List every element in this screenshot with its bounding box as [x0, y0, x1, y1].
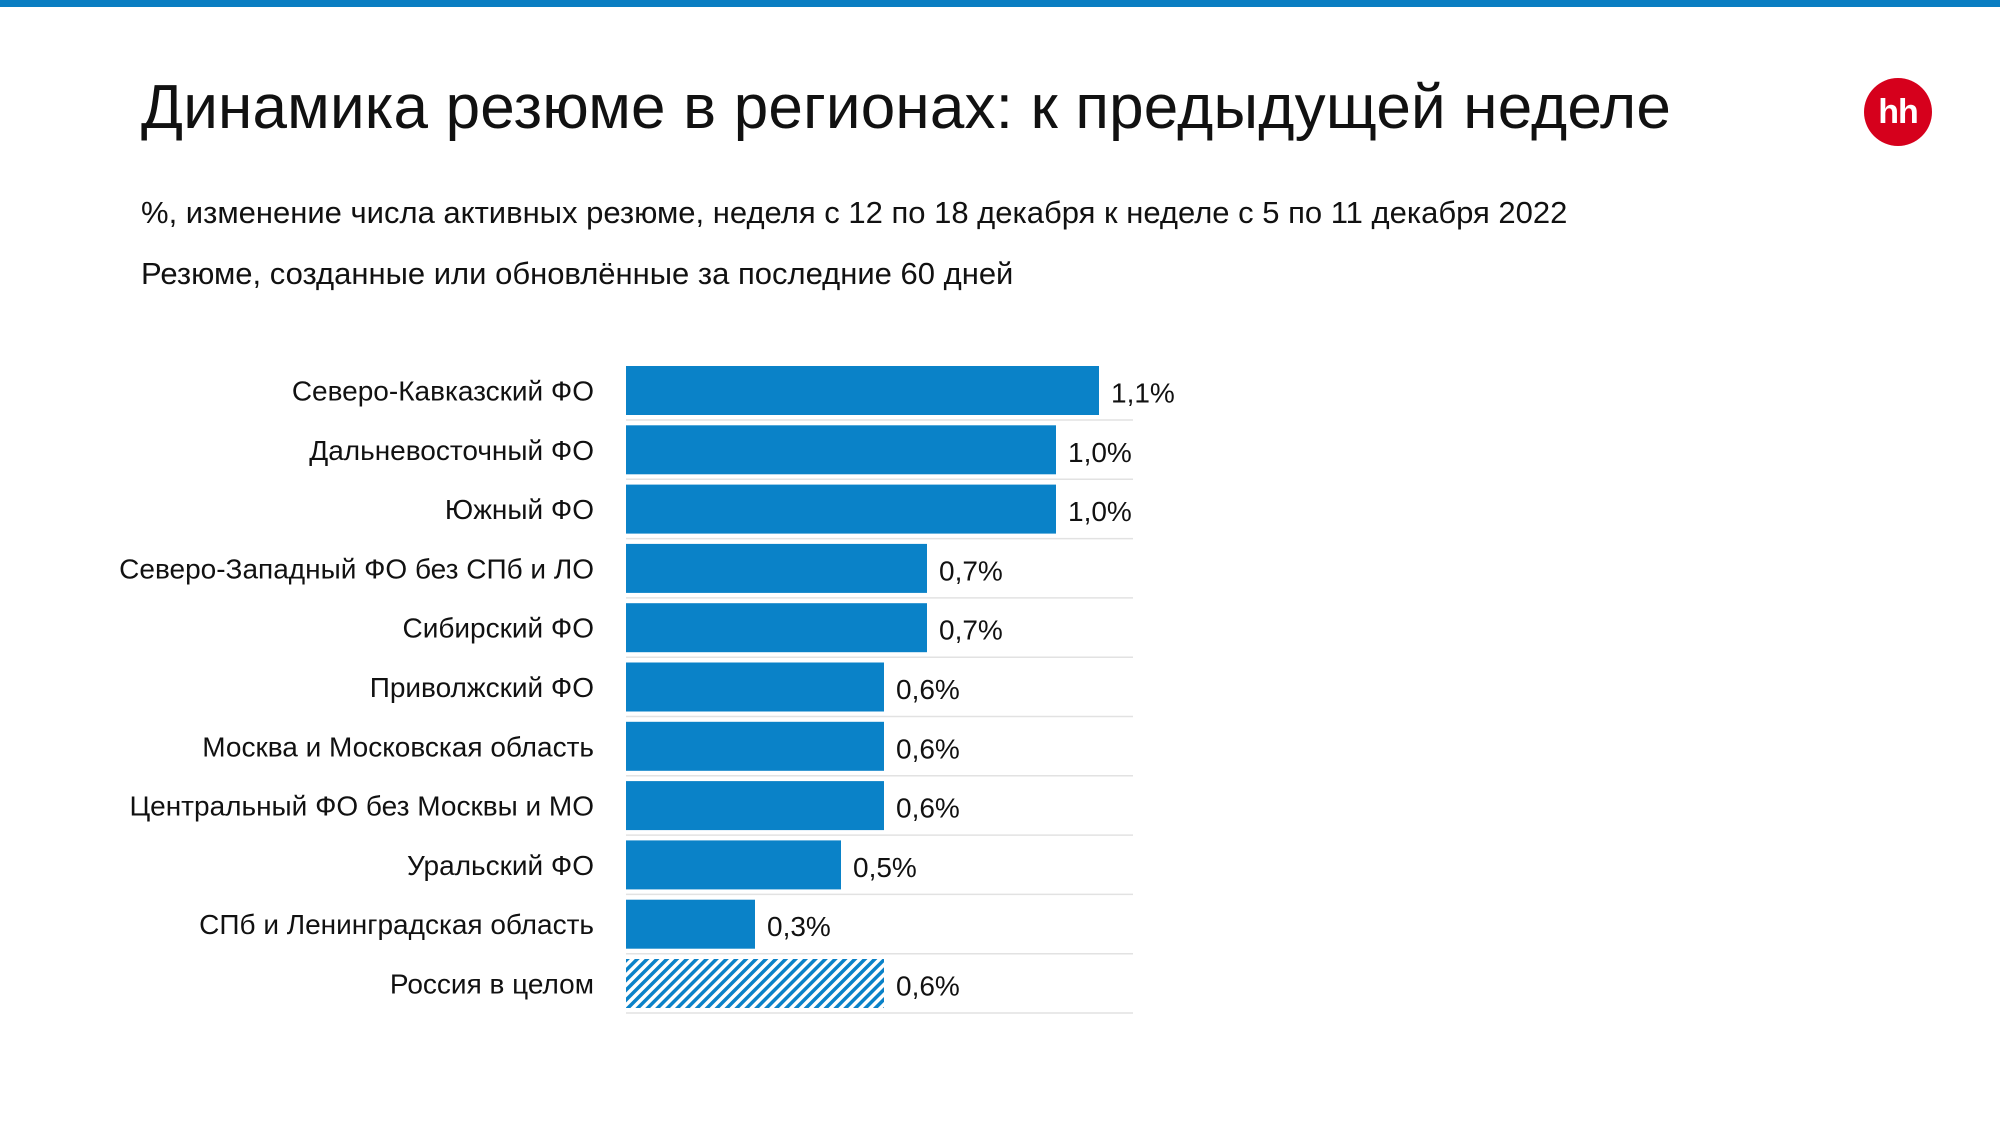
category-label: Северо-Кавказский ФО	[292, 376, 594, 407]
bar	[626, 425, 1056, 475]
bar	[626, 366, 1099, 415]
chart-note: Резюме, созданные или обновлённые за пос…	[141, 256, 1014, 291]
category-label: Северо-Западный ФО без СПб и ЛО	[119, 553, 594, 584]
value-label: 0,3%	[767, 911, 831, 942]
category-label: Южный ФО	[445, 494, 594, 525]
value-label: 0,6%	[896, 674, 960, 705]
chart-subtitle: %, изменение числа активных резюме, неде…	[141, 195, 1568, 230]
value-label: 0,7%	[939, 555, 1003, 586]
bar	[626, 781, 884, 831]
category-label: СПб и Ленинградская область	[199, 909, 594, 940]
value-label: 1,0%	[1068, 437, 1132, 468]
page-title: Динамика резюме в регионах: к предыдущей…	[141, 73, 1672, 142]
category-label: Уральский ФО	[407, 850, 594, 881]
value-label: 0,6%	[896, 971, 960, 1002]
category-label: Приволжский ФО	[370, 672, 594, 703]
category-label: Сибирский ФО	[403, 613, 595, 644]
value-label: 0,5%	[853, 852, 917, 883]
category-label: Дальневосточный ФО	[309, 435, 594, 466]
value-label: 0,6%	[896, 733, 960, 764]
bar	[626, 543, 927, 593]
bar	[626, 899, 755, 949]
value-label: 0,7%	[939, 615, 1003, 646]
value-label: 1,1%	[1111, 378, 1175, 409]
hh-logo: hh	[1864, 78, 1932, 146]
bar	[626, 603, 927, 653]
top-accent-bar	[0, 0, 2000, 7]
category-label: Россия в целом	[390, 969, 594, 1000]
category-label: Центральный ФО без Москвы и МО	[129, 791, 594, 822]
bar	[626, 662, 884, 712]
value-label: 1,0%	[1068, 496, 1132, 527]
bar	[626, 721, 884, 771]
bar	[626, 484, 1056, 534]
value-label: 0,6%	[896, 793, 960, 824]
bar	[626, 840, 841, 890]
bar-total-hatched	[626, 959, 884, 1008]
category-label: Москва и Московская область	[202, 731, 594, 762]
